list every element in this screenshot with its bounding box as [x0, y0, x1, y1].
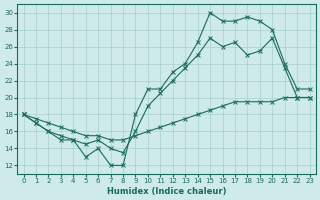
X-axis label: Humidex (Indice chaleur): Humidex (Indice chaleur): [107, 187, 226, 196]
